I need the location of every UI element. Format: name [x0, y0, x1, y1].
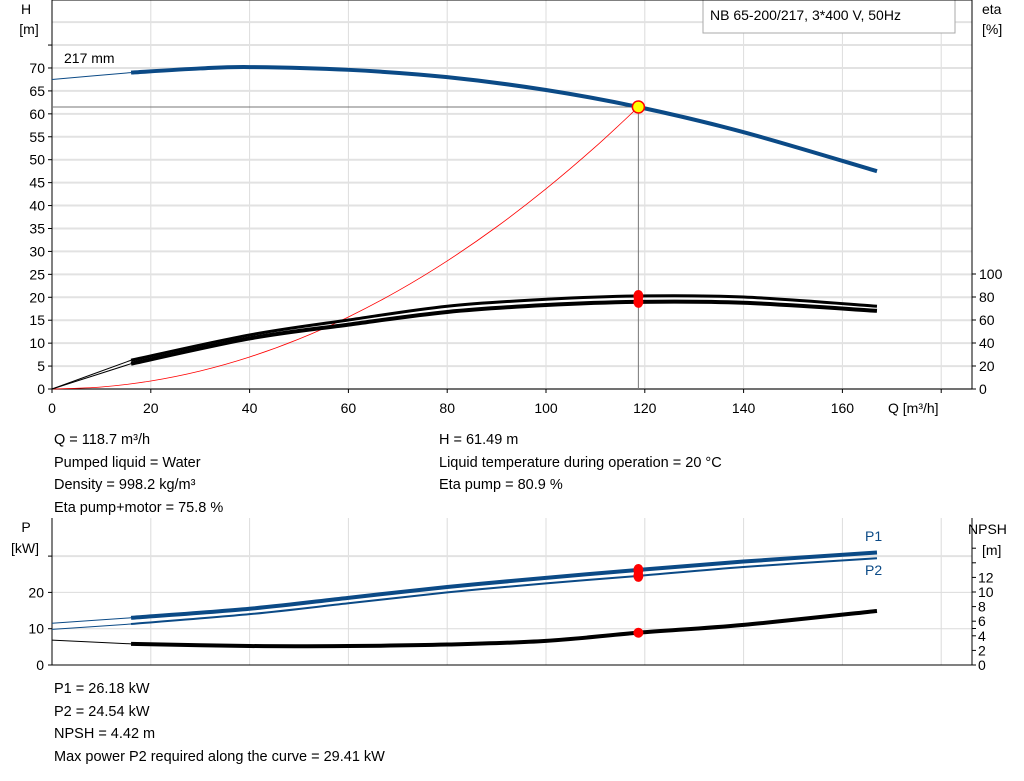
- npsh-curve: [131, 608, 878, 649]
- npsh-tick-label: 8: [978, 599, 986, 615]
- result-eta-pump-motor: Eta pump+motor = 75.8 %: [54, 499, 224, 516]
- y2-tick-label: 100: [979, 266, 1003, 282]
- y-tick-label: 5: [37, 358, 45, 374]
- x-tick-label: 20: [143, 400, 159, 416]
- result-head: H = 61.49 m: [439, 432, 519, 448]
- y2-tick-label: 80: [979, 289, 995, 305]
- x-tick-label: 140: [732, 400, 756, 416]
- p1-curve: [130, 550, 878, 620]
- y-tick-label: 65: [29, 83, 45, 99]
- p-axis-label: P: [21, 519, 30, 535]
- p2-label: P2: [865, 562, 882, 578]
- y2-tick-label: 40: [979, 335, 995, 351]
- y-tick-label: 60: [29, 106, 45, 122]
- p-tick-label: 20: [28, 584, 44, 600]
- y-tick-label: 0: [37, 381, 45, 397]
- p-axis-unit: [kW]: [11, 540, 39, 556]
- y-tick-label: 70: [29, 60, 45, 76]
- y2-axis-label: eta: [982, 1, 1002, 17]
- y-tick-label: 25: [29, 266, 45, 282]
- x-tick-label: 60: [341, 400, 357, 416]
- results-top-left: Q = 118.7 m³/h Pumped liquid = Water Den…: [54, 429, 223, 519]
- title-box: [702, 0, 956, 34]
- result-temperature: Liquid temperature during operation = 20…: [439, 454, 722, 471]
- p1-label: P1: [865, 528, 882, 544]
- y-tick-label: 35: [29, 220, 45, 236]
- head-curve-extrapolated: [51, 72, 132, 80]
- npsh-tick-label: 2: [978, 642, 986, 658]
- operating-point-marker: [631, 100, 646, 114]
- npsh-curve-extrapolated: [51, 639, 132, 645]
- curve-label: 217 mm: [64, 50, 115, 66]
- x-axis-label: Q [m³/h]: [888, 400, 939, 416]
- y-tick-label: 45: [29, 175, 45, 191]
- result-flow: Q = 118.7 m³/h: [54, 432, 151, 448]
- result-eta-pump: Eta pump = 80.9 %: [439, 477, 563, 493]
- y-tick-label: 10: [29, 335, 45, 351]
- p-tick-label: 0: [36, 657, 44, 673]
- results-bottom: P1 = 26.18 kW P2 = 24.54 kW NPSH = 4.42 …: [54, 678, 385, 768]
- x-tick-label: 160: [831, 400, 855, 416]
- result-p2: P2 = 24.54 kW: [54, 703, 150, 720]
- npsh-tick-label: 0: [978, 657, 986, 673]
- x-tick-label: 100: [534, 400, 558, 416]
- npsh-tick-label: 6: [978, 613, 986, 629]
- results-top-right: H = 61.49 m Liquid temperature during op…: [439, 429, 722, 497]
- y-tick-label: 15: [29, 312, 45, 328]
- y2-tick-label: 20: [979, 358, 995, 374]
- head-curve: [130, 65, 878, 174]
- p1-curve-extrapolated: [51, 617, 132, 624]
- y2-tick-label: 60: [979, 312, 995, 328]
- system-curve: [51, 106, 639, 390]
- y2-tick-label: 0: [979, 381, 987, 397]
- eta-pump-curve: [130, 294, 878, 362]
- p2-curve: [130, 557, 878, 625]
- npsh-axis-unit: [m]: [982, 542, 1001, 558]
- y-axis-unit: [m]: [19, 21, 38, 37]
- result-npsh: NPSH = 4.42 m: [54, 726, 156, 742]
- p2-point: [633, 569, 644, 582]
- y-axis-label: H: [21, 1, 31, 17]
- result-max-p2: Max power P2 required along the curve = …: [54, 748, 385, 765]
- x-tick-label: 80: [439, 400, 455, 416]
- npsh-axis-label: NPSH: [968, 521, 1007, 537]
- npsh-tick-label: 4: [978, 628, 986, 644]
- result-liquid: Pumped liquid = Water: [54, 454, 201, 471]
- y-tick-label: 50: [29, 152, 45, 168]
- npsh-tick-label: 10: [978, 584, 994, 600]
- y-tick-label: 55: [29, 129, 45, 145]
- p-tick-label: 10: [28, 621, 44, 637]
- chart-title: NB 65-200/217, 3*400 V, 50Hz: [710, 7, 901, 23]
- y-tick-label: 20: [29, 289, 45, 305]
- npsh-point: [633, 627, 644, 638]
- x-tick-label: 40: [242, 400, 258, 416]
- eta-pump-motor-curve: [130, 299, 878, 366]
- result-p1: P1 = 26.18 kW: [54, 681, 150, 697]
- npsh-tick-label: 12: [978, 569, 994, 585]
- eta-pump-motor-point: [633, 295, 644, 308]
- y2-axis-unit: [%]: [982, 21, 1002, 37]
- y-tick-label: 40: [29, 198, 45, 214]
- x-tick-label: 0: [48, 400, 56, 416]
- x-tick-label: 120: [633, 400, 657, 416]
- y-tick-label: 30: [29, 243, 45, 259]
- eta-pump-motor-curve-extrapolated: [51, 363, 132, 390]
- result-density: Density = 998.2 kg/m³: [54, 477, 196, 493]
- p2-curve-extrapolated: [51, 623, 132, 630]
